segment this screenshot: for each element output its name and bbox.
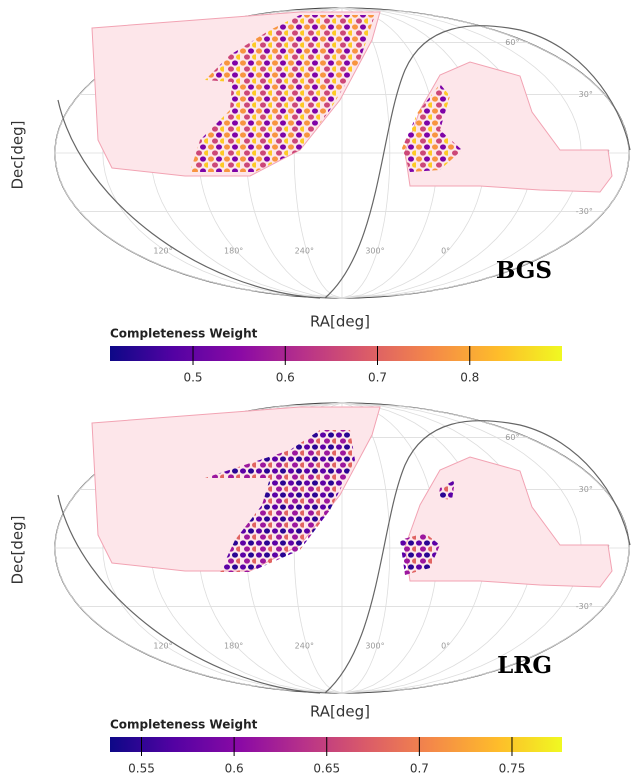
galactic-plane	[57, 25, 631, 299]
ra-tick-label: 180°	[224, 246, 243, 255]
dec-tick-label: -30°	[576, 207, 593, 216]
weight-points	[400, 533, 440, 575]
weight-points	[205, 430, 355, 572]
sample-label: BGS	[496, 257, 552, 284]
weight-points	[190, 15, 375, 172]
ra-tick-label: 300°	[365, 641, 384, 650]
ra-tick-label: 0°	[441, 641, 450, 650]
ra-tick-label: 120°	[153, 641, 172, 650]
y-axis-label: Dec[deg]	[9, 515, 27, 584]
ra-tick-label: 300°	[365, 246, 384, 255]
dec-tick-label: 60°	[505, 38, 519, 47]
colorbar-tick-label: 0.7	[368, 371, 387, 385]
dec-tick-label: 30°	[579, 485, 593, 494]
colorbar-label: Completeness Weight	[110, 718, 258, 732]
ra-tick-label: 120°	[153, 246, 172, 255]
weight-points	[402, 84, 462, 172]
ra-tick-label: 240°	[295, 246, 314, 255]
ra-tick-label: 0°	[441, 246, 450, 255]
colorbar-tick-label: 0.6	[225, 762, 244, 776]
x-axis-label: RA[deg]	[310, 703, 370, 721]
colorbar-label: Completeness Weight	[110, 327, 258, 341]
colorbar-tick-label: 0.8	[460, 371, 479, 385]
galactic-plane	[57, 420, 631, 694]
y-axis-label: Dec[deg]	[9, 120, 27, 189]
colorbar-tick-label: 0.65	[313, 762, 340, 776]
dec-tick-label: -30°	[576, 602, 593, 611]
colorbar-tick-label: 0.5	[183, 371, 202, 385]
ra-tick-label: 180°	[224, 641, 243, 650]
sample-label: LRG	[497, 652, 552, 679]
map-panel: 60°30°0°-30°120°180°240°300°0°BGSRA[deg]…	[9, 7, 631, 385]
x-axis-label: RA[deg]	[310, 313, 370, 331]
colorbar	[110, 737, 562, 752]
footprint	[404, 456, 613, 588]
dec-tick-label: 60°	[505, 433, 519, 442]
dec-tick-label: 30°	[579, 90, 593, 99]
colorbar	[110, 346, 562, 361]
colorbar-tick-label: 0.7	[410, 762, 429, 776]
colorbar-tick-label: 0.55	[128, 762, 155, 776]
colorbar-tick-label: 0.6	[276, 371, 295, 385]
footprint	[404, 61, 613, 193]
colorbar-tick-label: 0.75	[499, 762, 526, 776]
map-panel: 60°30°0°-30°120°180°240°300°0°LRGRA[deg]…	[9, 402, 631, 776]
ra-tick-label: 240°	[295, 641, 314, 650]
weight-points	[438, 480, 455, 500]
